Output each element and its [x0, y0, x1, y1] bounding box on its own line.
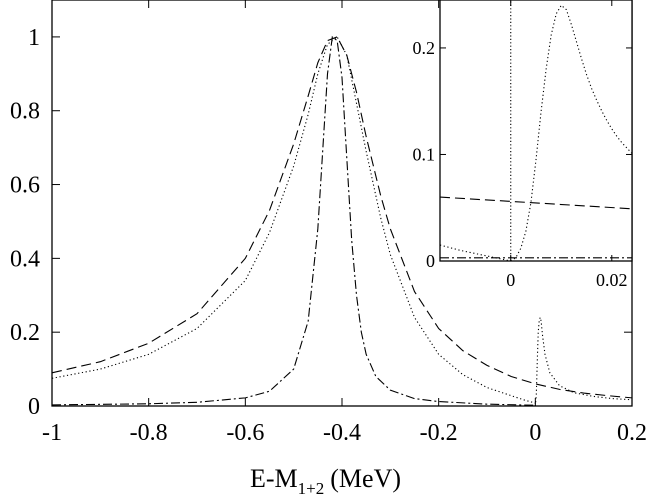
main-y-tick-label: 0.4: [10, 246, 40, 272]
main-y-tick-label: 0.6: [10, 173, 40, 199]
main-y-tick-label: 0.8: [10, 99, 40, 125]
main-y-tick-label: 0.2: [10, 320, 40, 346]
main-x-tick-label: -1: [42, 420, 62, 446]
inset-plot-frame: [439, 0, 633, 262]
main-ticks: -1 -0.8 -0.6 -0.4 -0.2 0 0.2 0 0.2 0.4 0.6 0.8 1: [10, 0, 647, 446]
x-axis-title-main: E-M: [250, 464, 298, 493]
inset-x-tick-label: 0: [506, 270, 515, 290]
inset-x-tick-label: 0.02: [596, 270, 628, 290]
inset-y-tick-label: 0.2: [413, 38, 436, 58]
main-series-0-line: [51, 36, 633, 399]
main-x-tick-label: 0: [529, 420, 541, 446]
x-axis-title-subscript: 1+2: [298, 479, 325, 498]
main-x-tick-label: -0.6: [226, 420, 264, 446]
inset-y-tick-label: 0: [426, 251, 435, 271]
main-y-tick-label: 0: [28, 394, 40, 420]
main-x-tick-label: -0.8: [130, 420, 168, 446]
x-axis-title: E-M1+2 (MeV): [250, 464, 401, 498]
inset-ticks: 0 0.02 0 0.1 0.2: [413, 0, 632, 290]
main-series-2-line: [51, 35, 536, 406]
inset-y-tick-label: 0.1: [413, 144, 436, 164]
main-series-3-line: [534, 315, 633, 407]
main-x-tick-label: -0.4: [323, 420, 361, 446]
x-axis-title-unit: (MeV): [330, 464, 401, 493]
inset-series-0-line: [439, 196, 633, 210]
main-y-tick-label: 1: [28, 25, 40, 51]
main-series-group: [51, 35, 633, 407]
main-x-tick-label: 0.2: [617, 420, 647, 446]
inset-series-group: [439, 0, 633, 262]
main-x-tick-label: -0.2: [420, 420, 458, 446]
